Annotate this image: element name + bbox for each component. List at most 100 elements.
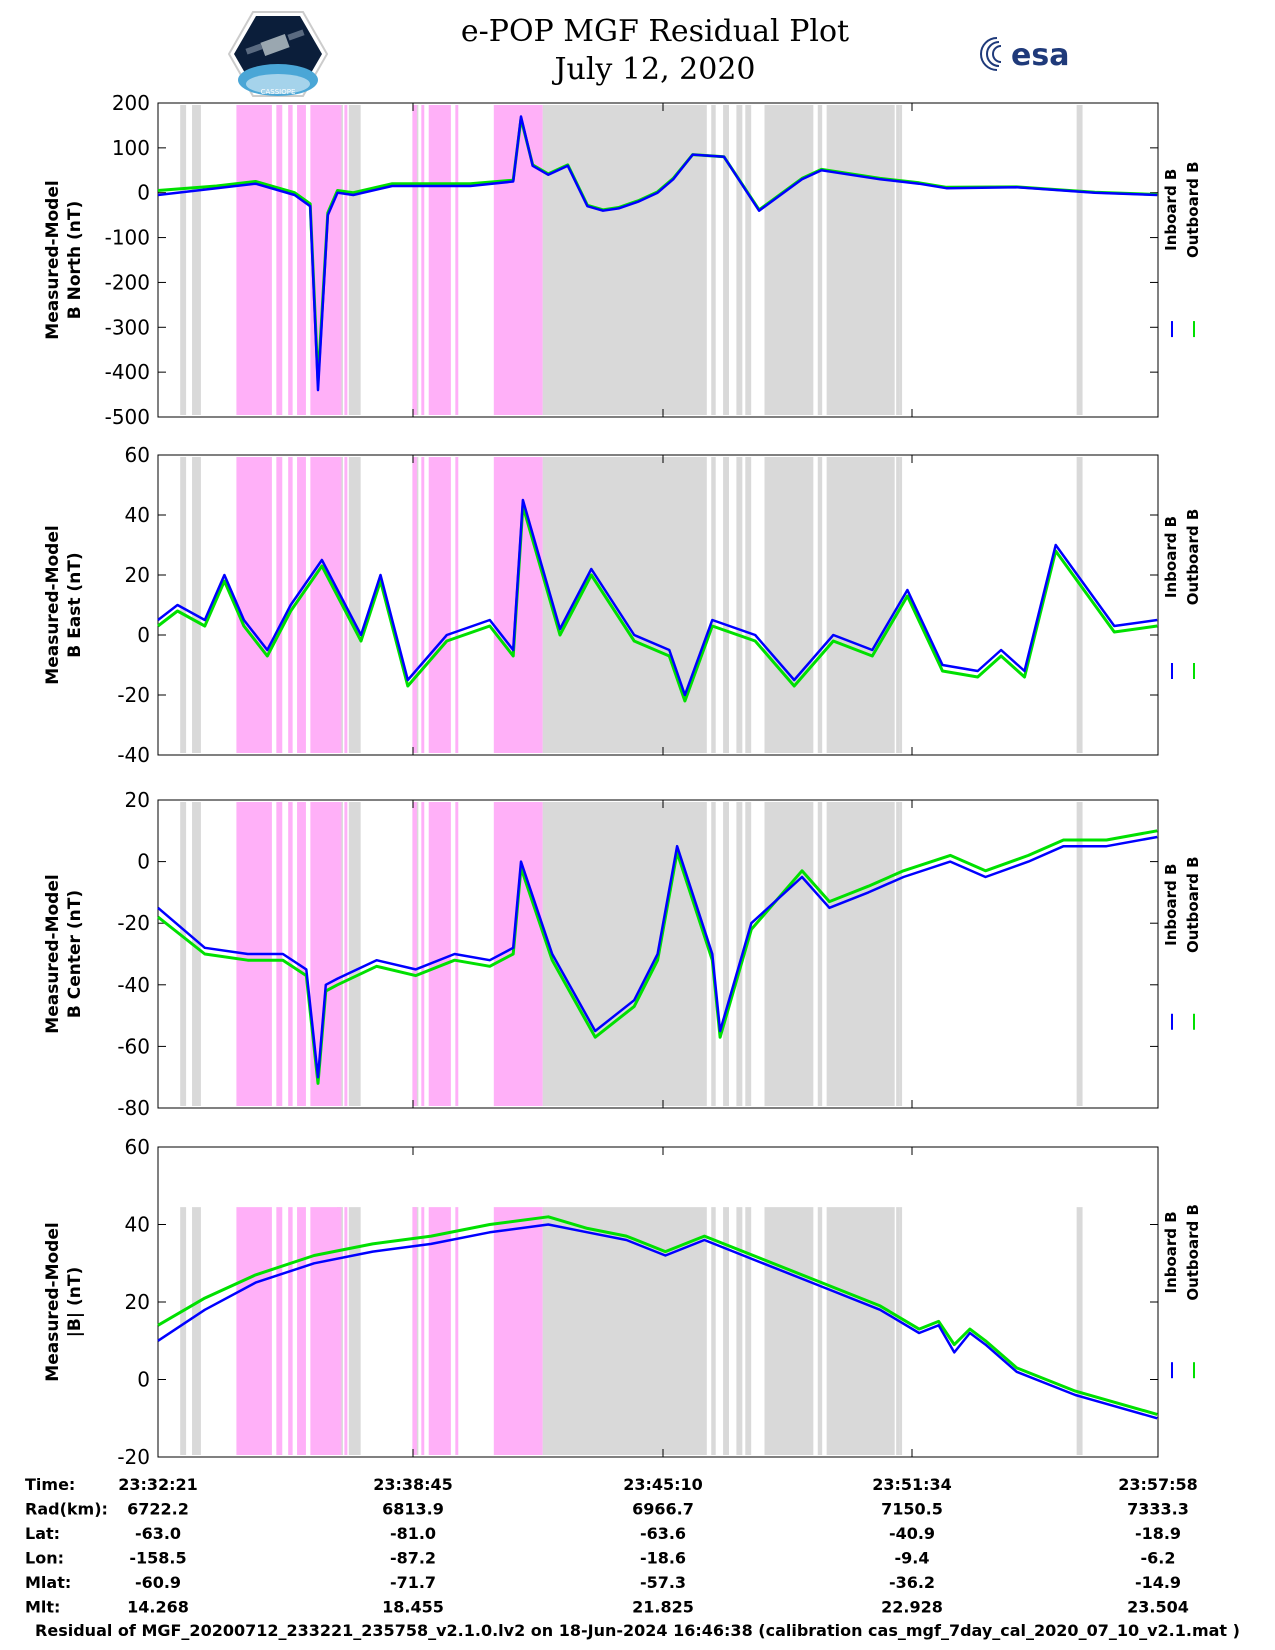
gray-data-gap	[826, 457, 895, 753]
table-row-label: Time:	[25, 1475, 75, 1494]
y-axis-label: Measured-Model	[43, 1222, 63, 1381]
magenta-flag-band	[288, 802, 293, 1106]
table-cell: -81.0	[390, 1524, 436, 1543]
plot-frame	[157, 454, 1159, 756]
legend-inboard-label: Inboard B	[1162, 864, 1180, 946]
y-tick-label: -100	[105, 226, 150, 250]
gray-data-gap	[736, 802, 743, 1106]
inboard-series-line	[157, 835, 1158, 1079]
magenta-flag-band	[421, 105, 425, 415]
gray-data-gap	[348, 105, 361, 415]
y-tick-label: 200	[112, 91, 150, 115]
gray-data-gap	[348, 1207, 361, 1455]
y-tick-label: -20	[117, 683, 150, 707]
magenta-flag-band	[288, 105, 293, 415]
ephemeris-table: Time: Rad(km): Lat: Lon: Mlat: Mlt: 23:32:21 67…	[25, 1475, 1198, 1617]
table-cell: 23:57:58	[1118, 1475, 1198, 1494]
gray-data-gap	[896, 105, 900, 415]
y-tick-label: 40	[125, 1213, 150, 1237]
magenta-flag-band	[493, 457, 543, 753]
magenta-flag-band	[421, 802, 425, 1106]
gray-data-gap	[826, 105, 895, 415]
magenta-flag-band	[276, 457, 283, 753]
outboard-series-line	[157, 504, 1158, 703]
magenta-flag-band	[493, 105, 543, 415]
inboard-series-line	[157, 498, 1158, 697]
y-tick-label: -20	[117, 1445, 150, 1469]
table-cell: -87.2	[390, 1549, 436, 1568]
gray-data-gap	[817, 802, 823, 1106]
magenta-flag-band	[236, 105, 272, 415]
esa-logo-text: esa	[1011, 38, 1069, 73]
legend-outboard-label: Outboard B	[1184, 1204, 1202, 1301]
gray-data-gap	[899, 1207, 903, 1455]
gray-data-gap	[899, 802, 903, 1106]
gray-data-gap	[817, 457, 823, 753]
gray-data-gap	[745, 1207, 752, 1455]
y-axis-label: B Center (nT)	[65, 890, 85, 1018]
gray-data-gap	[899, 105, 903, 415]
gray-data-gap	[192, 802, 201, 1106]
y-tick-label: -500	[105, 405, 150, 429]
magenta-flag-band	[412, 105, 417, 415]
table-cell: -18.6	[640, 1549, 686, 1568]
gray-data-gap	[723, 1207, 730, 1455]
magenta-flag-band	[297, 1207, 306, 1455]
y-tick-label: -200	[105, 270, 150, 294]
y-tick-label: -20	[117, 911, 150, 935]
magenta-flag-band	[344, 802, 348, 1106]
magenta-flag-band	[455, 105, 459, 415]
y-tick-label: -60	[117, 1034, 150, 1058]
magenta-flag-band	[493, 1207, 543, 1455]
table-cell: 7150.5	[881, 1500, 943, 1519]
gray-data-gap	[348, 802, 361, 1106]
gray-data-gap	[711, 105, 716, 415]
y-tick-label: 0	[137, 623, 150, 647]
panel-1: 200 100 0 -100 -200 -300 -400 -500 Measured-Mode…	[43, 91, 1202, 429]
table-cell: -40.9	[889, 1524, 935, 1543]
table-cell: 23:51:34	[872, 1475, 952, 1494]
gray-data-gap	[711, 457, 716, 753]
gray-data-gap	[180, 1207, 187, 1455]
magenta-flag-band	[297, 802, 306, 1106]
gray-data-gap	[764, 105, 814, 415]
magenta-flag-band	[455, 1207, 459, 1455]
outboard-series-line	[157, 1215, 1158, 1416]
table-cell: 6813.9	[382, 1500, 444, 1519]
gray-data-gap	[745, 105, 752, 415]
legend-inboard-label: Inboard B	[1162, 1211, 1180, 1293]
table-cell: 21.825	[632, 1598, 694, 1617]
plot-frame	[157, 102, 1159, 418]
table-cell: -36.2	[889, 1573, 935, 1592]
gray-data-gap	[192, 105, 201, 415]
gray-data-gap	[826, 1207, 895, 1455]
panel-2: 60 40 20 0 -20 -40 Measured-Model B East (nT) In…	[43, 443, 1202, 767]
table-cell: -71.7	[390, 1573, 436, 1592]
gray-data-gap	[542, 1207, 707, 1455]
gray-data-gap	[736, 457, 743, 753]
y-axis-label: Measured-Model	[43, 525, 63, 684]
chart-title: e-POP MGF Residual Plot	[460, 14, 850, 49]
legend-outboard-label: Outboard B	[1184, 509, 1202, 606]
table-row-label: Lon:	[25, 1549, 64, 1568]
y-axis-label: |B| (nT)	[65, 1267, 85, 1338]
inboard-series-line	[157, 115, 1158, 392]
gray-data-gap	[826, 802, 895, 1106]
y-tick-label: -300	[105, 315, 150, 339]
magenta-flag-band	[412, 457, 417, 753]
magenta-flag-band	[412, 1207, 417, 1455]
magenta-flag-band	[428, 105, 451, 415]
gray-data-gap	[736, 105, 743, 415]
table-cell: -57.3	[640, 1573, 686, 1592]
table-row-label: Lat:	[25, 1524, 60, 1543]
table-cell: -6.2	[1141, 1549, 1176, 1568]
y-tick-label: 40	[125, 503, 150, 527]
gray-data-gap	[180, 802, 187, 1106]
magenta-flag-band	[310, 1207, 342, 1455]
gray-data-gap	[723, 802, 730, 1106]
gray-data-gap	[723, 105, 730, 415]
table-row-label: Mlt:	[25, 1598, 60, 1617]
y-tick-label: -40	[117, 973, 150, 997]
magenta-flag-band	[276, 105, 283, 415]
